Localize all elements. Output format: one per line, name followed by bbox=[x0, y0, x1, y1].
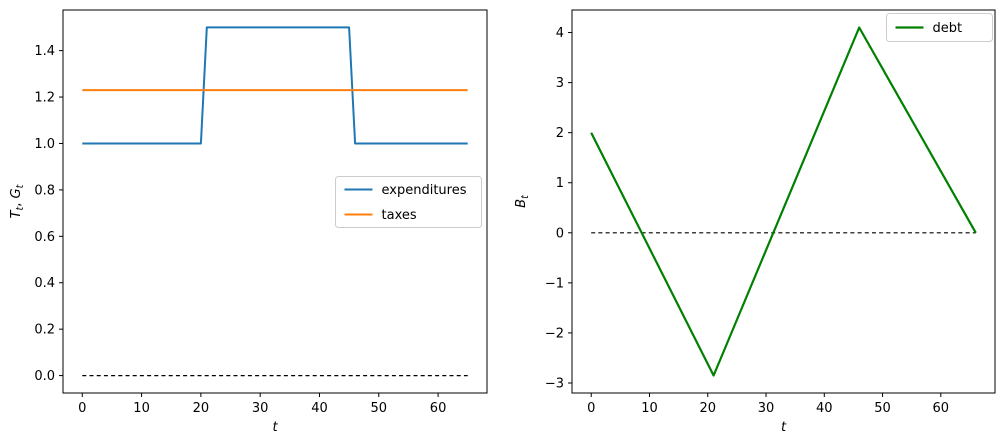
y-tick-label: 0 bbox=[556, 226, 564, 241]
legend-label-taxes: taxes bbox=[382, 208, 417, 223]
y-tick-label: 1 bbox=[556, 176, 564, 191]
legend-label-debt: debt bbox=[933, 21, 963, 36]
x-tick-label: 20 bbox=[699, 401, 716, 416]
y-axis-label: Tt, Gt bbox=[9, 183, 26, 218]
right-plot: 0 10 20 30 40 50 60 −3 −2 −1 0 1 2 3 4 t Bt debt bbox=[514, 9, 996, 435]
x-tick-label: 60 bbox=[933, 401, 950, 416]
x-tick-label: 20 bbox=[193, 401, 210, 416]
legend-label-expenditures: expenditures bbox=[382, 183, 467, 198]
y-tick-label: 0.6 bbox=[34, 230, 55, 245]
y-tick-label: 2 bbox=[556, 126, 564, 141]
y-tick-label: −3 bbox=[545, 376, 564, 391]
x-tick-label: 0 bbox=[78, 401, 86, 416]
legend: debt bbox=[886, 13, 993, 42]
y-tick-label: 0.8 bbox=[34, 183, 55, 198]
x-axis-label: t bbox=[781, 420, 787, 435]
legend: expenditures taxes bbox=[335, 176, 482, 228]
y-tick-label: 1.0 bbox=[34, 137, 55, 152]
y-tick-label: 1.4 bbox=[34, 44, 55, 59]
x-tick-label: 0 bbox=[587, 401, 595, 416]
axes-frame bbox=[62, 9, 488, 394]
x-tick-label: 10 bbox=[641, 401, 658, 416]
y-tick-label: 3 bbox=[556, 76, 564, 91]
x-tick-label: 40 bbox=[816, 401, 833, 416]
x-tick-label: 30 bbox=[252, 401, 269, 416]
y-axis-label: Bt bbox=[514, 194, 531, 208]
axes-frame bbox=[571, 9, 996, 394]
y-tick-label: −2 bbox=[545, 326, 564, 341]
x-tick-label: 30 bbox=[758, 401, 775, 416]
x-tick-label: 60 bbox=[430, 401, 447, 416]
series-expenditures bbox=[82, 26, 468, 145]
left-plot: 0 10 20 30 40 50 60 0.0 0.2 0.4 0.6 0.8 1.0 1.2 1.4 t Tt… bbox=[9, 9, 488, 435]
x-tick-label: 10 bbox=[133, 401, 150, 416]
y-tick-label: 4 bbox=[556, 26, 564, 41]
x-tick-label: 40 bbox=[311, 401, 328, 416]
y-tick-label: −1 bbox=[545, 276, 564, 291]
x-tick-label: 50 bbox=[874, 401, 891, 416]
y-tick-label: 0.4 bbox=[34, 276, 55, 291]
legend-box bbox=[886, 13, 993, 42]
y-tick-label: 0.0 bbox=[34, 369, 55, 384]
series-debt bbox=[590, 26, 977, 377]
x-tick-label: 50 bbox=[371, 401, 388, 416]
x-axis-label: t bbox=[272, 420, 278, 435]
y-tick-label: 1.2 bbox=[34, 91, 55, 106]
y-tick-label: 0.2 bbox=[34, 323, 55, 338]
